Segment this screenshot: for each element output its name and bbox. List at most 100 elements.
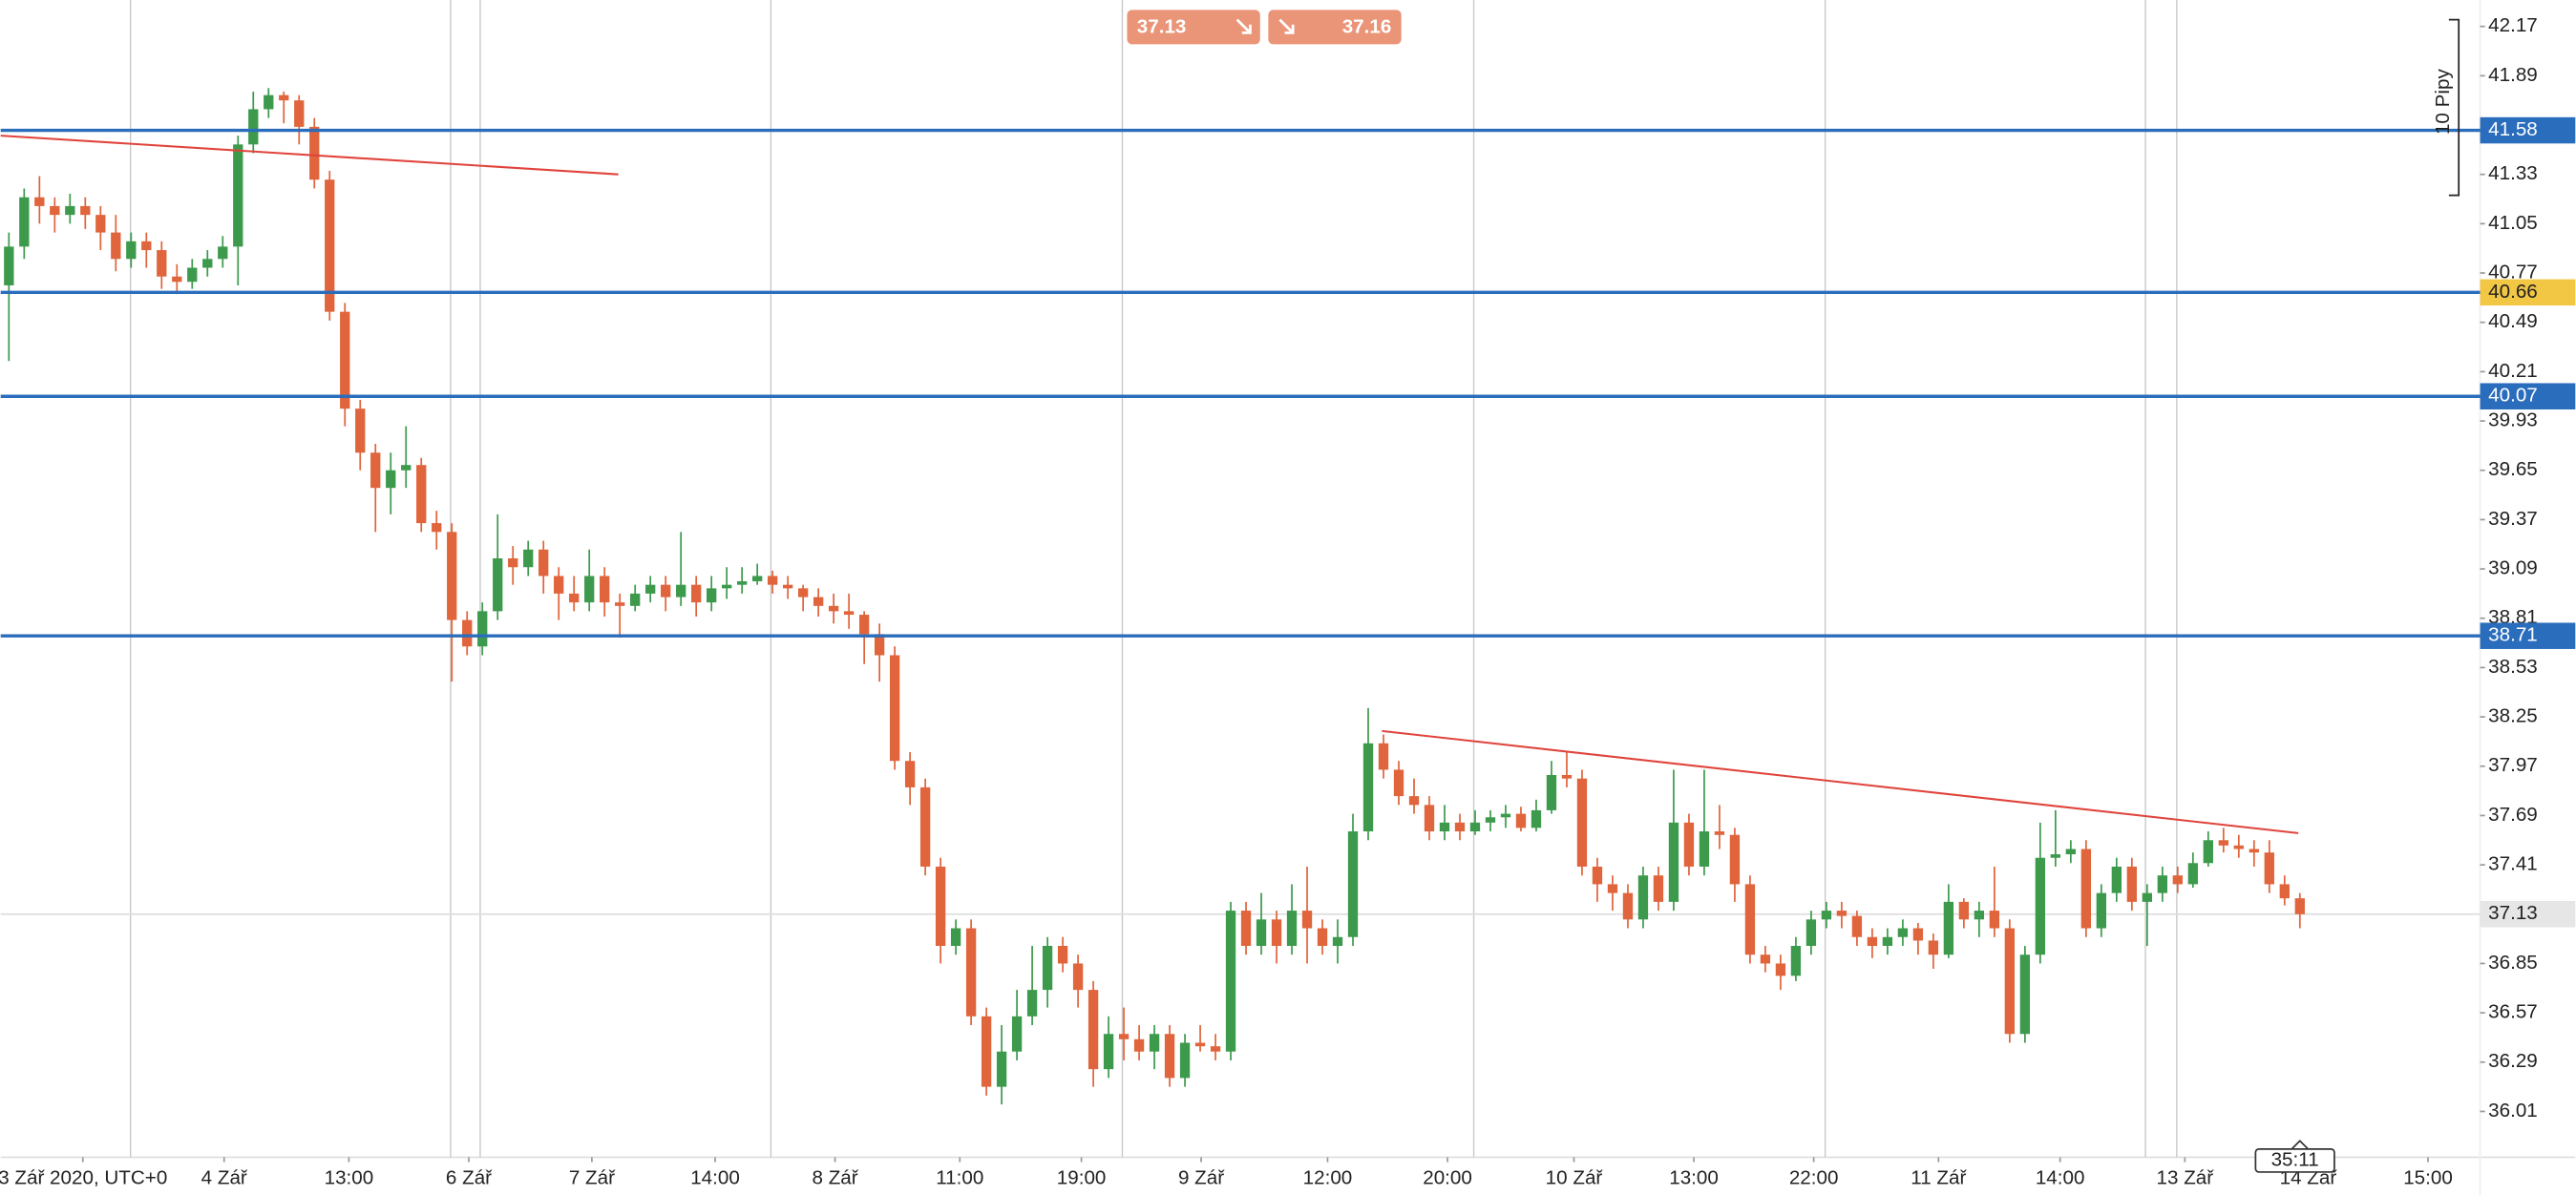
candle-body — [157, 250, 167, 277]
candle-body — [1576, 778, 1588, 867]
candle-body — [1867, 936, 1878, 946]
candle-body — [1271, 919, 1282, 946]
order-boxes[interactable]: 37.13 37.16 — [1127, 10, 1402, 45]
candle-body — [1210, 1046, 1221, 1052]
pip-bracket — [2448, 18, 2460, 197]
candle-body — [2096, 892, 2107, 929]
candle-body — [80, 205, 91, 216]
trend-line — [0, 135, 619, 176]
x-tick-label: 12:00 — [1303, 1166, 1353, 1188]
candle-body — [554, 576, 564, 594]
candle-body — [50, 205, 60, 216]
candle-body — [264, 94, 274, 110]
candle-body — [1149, 1034, 1160, 1052]
y-tick-label: 40.21 — [2488, 360, 2538, 382]
candle-body — [416, 465, 427, 524]
candle-body — [1393, 769, 1404, 797]
y-tick-label: 42.17 — [2488, 14, 2538, 36]
candle-body — [1531, 809, 1542, 828]
candle-body — [1836, 911, 1848, 916]
candle-body — [1042, 945, 1053, 991]
candle-body — [1683, 822, 1695, 867]
price-label-box — [2480, 279, 2576, 306]
price-label-box — [2480, 116, 2576, 144]
candle-body — [1347, 831, 1359, 937]
price-label-box — [2480, 622, 2576, 649]
candle-body — [691, 584, 702, 603]
candle-body — [1424, 805, 1435, 832]
candle-body — [202, 259, 213, 268]
x-tick-label: 13:00 — [325, 1166, 374, 1188]
candle-body — [1622, 892, 1634, 920]
candle-body — [1362, 743, 1374, 832]
candle-body — [187, 267, 198, 283]
candle-body — [1821, 911, 1832, 920]
x-tick-label: 13:00 — [1669, 1166, 1719, 1188]
candle-body — [950, 928, 961, 946]
candle-body — [477, 611, 488, 647]
sell-box[interactable] — [1127, 10, 1260, 45]
y-tick-label: 41.33 — [2488, 162, 2538, 184]
candle-body — [1653, 875, 1664, 902]
candle-body — [2264, 852, 2274, 885]
buy-box[interactable] — [1268, 10, 1402, 45]
candle-body — [965, 928, 977, 1017]
sell-price: 37.13 — [1137, 16, 1187, 38]
candle-body — [19, 197, 30, 247]
candle-body — [493, 558, 503, 612]
candle-body — [1225, 911, 1236, 1052]
candle-body — [1485, 817, 1496, 823]
candle-body — [172, 276, 182, 283]
y-tick-label: 39.37 — [2488, 508, 2538, 530]
candle-body — [309, 126, 320, 180]
x-tick-label: 11 Zář — [1911, 1166, 1967, 1188]
candle-body — [1408, 796, 1420, 806]
last-price-label: 37.13 — [2488, 902, 2538, 924]
candle-body — [126, 241, 137, 260]
y-tick-label: 41.05 — [2488, 212, 2538, 234]
trend-line — [1382, 729, 2299, 834]
candle-body — [340, 311, 350, 409]
candle-body — [1775, 963, 1786, 976]
candle-body — [34, 197, 45, 206]
x-tick-label: 8 Zář — [813, 1166, 859, 1188]
candle-body — [2294, 898, 2305, 914]
candle-body — [1928, 940, 1939, 955]
candle-body — [1439, 822, 1450, 832]
x-tick-label: 3 Zář 2020, UTC+0 — [0, 1166, 167, 1188]
candle-body — [1882, 936, 1893, 946]
candle-body — [600, 576, 610, 603]
candle-body — [1133, 1038, 1145, 1052]
candle-body — [1454, 822, 1466, 832]
candle-body — [2142, 892, 2152, 902]
y-tick-label: 40.77 — [2488, 261, 2538, 283]
candle-body — [2157, 875, 2167, 893]
candle-body — [432, 523, 442, 533]
candle-body — [797, 588, 809, 598]
candle-body — [508, 558, 518, 568]
y-tick-label: 37.69 — [2488, 804, 2538, 826]
candle-body — [1317, 928, 1328, 946]
candle-body — [828, 605, 839, 612]
countdown: 35:11 — [2271, 1148, 2319, 1170]
y-tick-label: 38.53 — [2488, 656, 2538, 678]
candle-body — [1057, 945, 1068, 964]
candle-body — [370, 452, 381, 489]
candle-body — [1256, 919, 1267, 946]
y-tick-label: 41.89 — [2488, 64, 2538, 86]
buy-price: 37.16 — [1342, 16, 1392, 38]
candle-body — [95, 215, 106, 233]
candle-body — [1546, 774, 1557, 810]
x-tick-label: 9 Zář — [1178, 1166, 1225, 1188]
candle-body — [935, 866, 946, 946]
candle-body — [279, 94, 289, 101]
candle-body — [707, 588, 717, 603]
y-tick-label: 37.41 — [2488, 853, 2538, 875]
candle-body — [569, 593, 580, 603]
candle-body — [751, 576, 763, 581]
candle-body — [2080, 849, 2092, 929]
candle-body — [401, 465, 412, 471]
y-tick-label: 36.01 — [2488, 1100, 2538, 1122]
candle-body — [1974, 911, 1985, 920]
